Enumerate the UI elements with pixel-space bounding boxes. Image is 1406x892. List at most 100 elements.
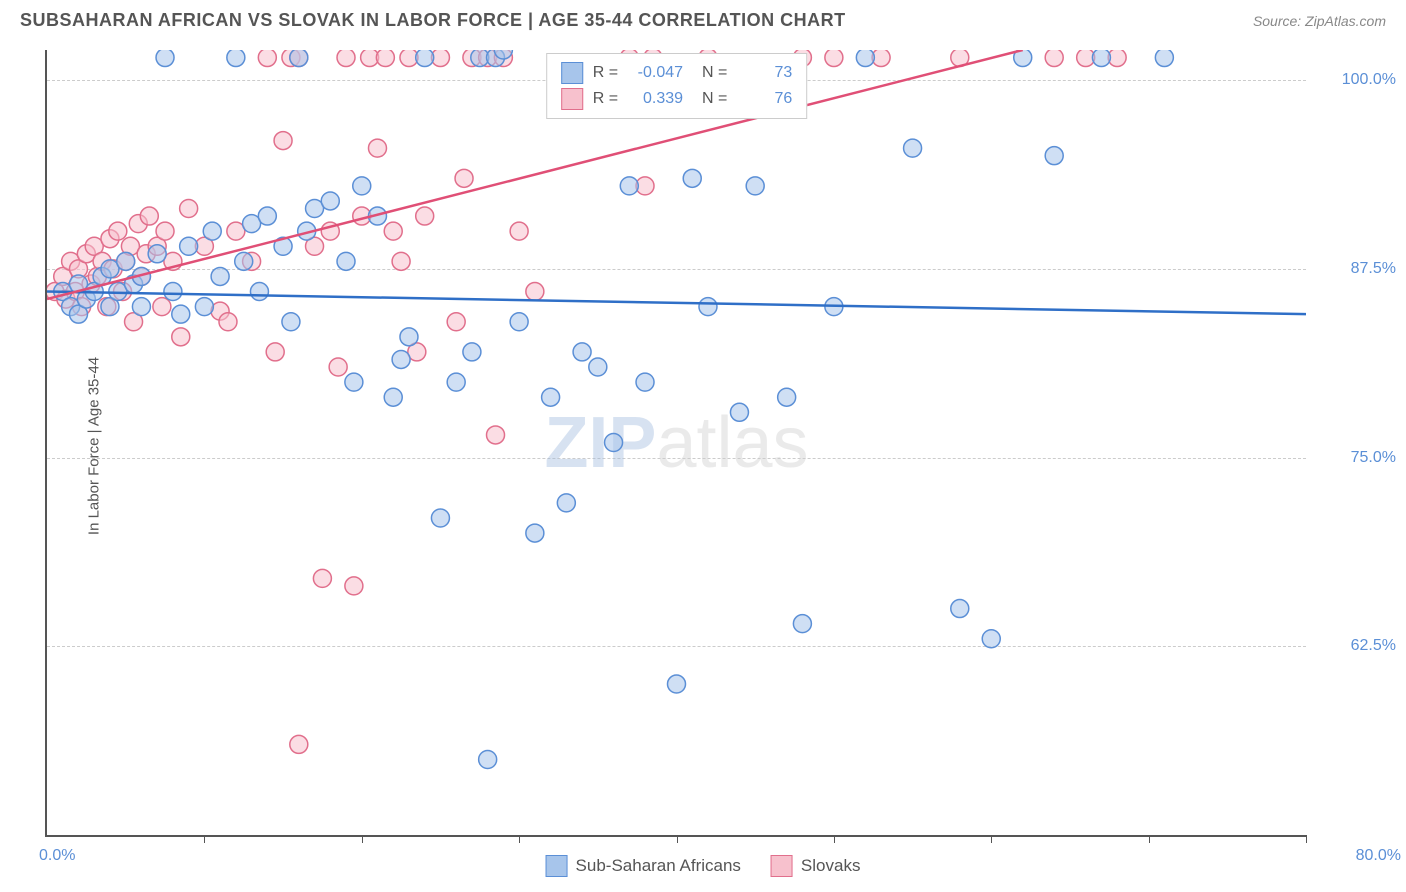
scatter-point	[1045, 50, 1063, 67]
scatter-point	[683, 169, 701, 187]
x-tick	[677, 835, 678, 843]
scatter-point	[266, 343, 284, 361]
scatter-point	[258, 207, 276, 225]
scatter-point	[313, 569, 331, 587]
scatter-point	[951, 600, 969, 618]
x-tick	[1306, 835, 1307, 843]
scatter-point	[730, 403, 748, 421]
correlation-legend: R = -0.047 N = 73 R = 0.339 N = 76	[546, 53, 808, 119]
scatter-point	[510, 222, 528, 240]
scatter-point	[526, 524, 544, 542]
scatter-point	[156, 50, 174, 67]
scatter-point	[455, 169, 473, 187]
scatter-point	[180, 237, 198, 255]
scatter-point	[479, 751, 497, 769]
legend-row-series-1: R = 0.339 N = 76	[561, 86, 793, 112]
scatter-point	[1155, 50, 1173, 67]
legend-item-0: Sub-Saharan Africans	[546, 855, 741, 877]
scatter-point	[195, 298, 213, 316]
x-tick	[991, 835, 992, 843]
scatter-point	[904, 139, 922, 157]
scatter-point	[353, 177, 371, 195]
scatter-point	[290, 735, 308, 753]
legend-label-0: Sub-Saharan Africans	[576, 856, 741, 876]
scatter-svg	[47, 50, 1306, 835]
scatter-point	[668, 675, 686, 693]
scatter-point	[384, 222, 402, 240]
scatter-point	[856, 50, 874, 67]
scatter-point	[392, 350, 410, 368]
trend-line	[47, 50, 1023, 299]
scatter-point	[227, 50, 245, 67]
scatter-point	[329, 358, 347, 376]
legend-swatch-0	[561, 62, 583, 84]
scatter-point	[589, 358, 607, 376]
scatter-point	[290, 50, 308, 67]
scatter-point	[463, 343, 481, 361]
scatter-point	[235, 252, 253, 270]
scatter-point	[620, 177, 638, 195]
scatter-point	[250, 283, 268, 301]
legend-swatch-1	[561, 88, 583, 110]
scatter-point	[148, 245, 166, 263]
scatter-point	[392, 252, 410, 270]
scatter-point	[172, 328, 190, 346]
scatter-point	[573, 343, 591, 361]
scatter-point	[384, 388, 402, 406]
scatter-point	[140, 207, 158, 225]
y-tick-label: 75.0%	[1351, 449, 1396, 467]
n-value-0: 73	[737, 64, 792, 82]
chart-title: SUBSAHARAN AFRICAN VS SLOVAK IN LABOR FO…	[20, 10, 846, 31]
scatter-point	[180, 200, 198, 218]
scatter-point	[164, 283, 182, 301]
scatter-point	[526, 283, 544, 301]
scatter-point	[337, 252, 355, 270]
legend-label-1: Slovaks	[801, 856, 861, 876]
scatter-point	[132, 298, 150, 316]
scatter-point	[368, 139, 386, 157]
scatter-point	[211, 267, 229, 285]
scatter-point	[699, 298, 717, 316]
scatter-point	[557, 494, 575, 512]
r-label: R =	[593, 64, 618, 82]
scatter-point	[376, 50, 394, 67]
scatter-point	[321, 192, 339, 210]
x-tick	[834, 835, 835, 843]
scatter-point	[447, 373, 465, 391]
r-value-1: 0.339	[628, 90, 683, 108]
scatter-point	[400, 328, 418, 346]
scatter-point	[274, 132, 292, 150]
y-tick-label: 87.5%	[1351, 260, 1396, 278]
n-label: N =	[693, 64, 727, 82]
scatter-point	[778, 388, 796, 406]
legend-item-1: Slovaks	[771, 855, 861, 877]
scatter-point	[153, 298, 171, 316]
x-tick	[362, 835, 363, 843]
x-tick	[519, 835, 520, 843]
y-tick-label: 62.5%	[1351, 637, 1396, 655]
scatter-point	[203, 222, 221, 240]
scatter-point	[487, 426, 505, 444]
trend-line	[47, 292, 1306, 315]
legend-swatch-bottom-0	[546, 855, 568, 877]
scatter-point	[510, 313, 528, 331]
scatter-point	[282, 313, 300, 331]
scatter-point	[416, 50, 434, 67]
scatter-point	[542, 388, 560, 406]
r-label: R =	[593, 90, 618, 108]
scatter-point	[156, 222, 174, 240]
series-legend: Sub-Saharan Africans Slovaks	[546, 855, 861, 877]
scatter-point	[431, 509, 449, 527]
scatter-point	[1045, 147, 1063, 165]
legend-swatch-bottom-1	[771, 855, 793, 877]
scatter-point	[117, 252, 135, 270]
scatter-point	[345, 577, 363, 595]
scatter-point	[345, 373, 363, 391]
y-tick-label: 100.0%	[1342, 71, 1396, 89]
scatter-point	[825, 50, 843, 67]
scatter-point	[258, 50, 276, 67]
scatter-point	[636, 373, 654, 391]
scatter-point	[746, 177, 764, 195]
scatter-point	[793, 615, 811, 633]
scatter-point	[605, 434, 623, 452]
